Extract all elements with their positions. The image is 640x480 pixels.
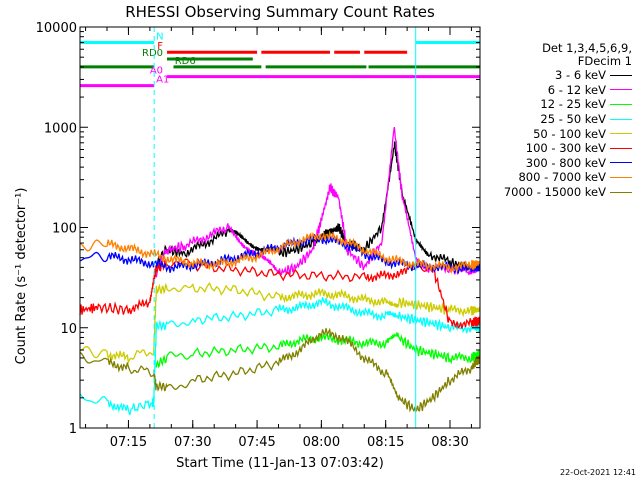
legend: Det 1,3,4,5,6,9, FDecim 1 3 - 6 keV 6 - 1… bbox=[472, 42, 632, 199]
legend-item-label: 300 - 800 keV bbox=[525, 155, 606, 170]
event-lines bbox=[153, 27, 481, 428]
x-tick-label: 07:15 bbox=[110, 435, 147, 450]
attitude-bar-label: RD6 bbox=[175, 56, 196, 67]
y-tick-label: 1000 bbox=[44, 121, 77, 136]
legend-item: 300 - 800 keV bbox=[472, 156, 632, 171]
series-line bbox=[79, 230, 481, 275]
legend-item: 800 - 7000 keV bbox=[472, 170, 632, 185]
legend-swatch bbox=[610, 89, 632, 91]
legend-swatch bbox=[610, 103, 632, 105]
legend-swatch bbox=[610, 118, 632, 120]
legend-item: 6 - 12 keV bbox=[472, 83, 632, 98]
legend-item-label: 6 - 12 keV bbox=[547, 82, 606, 97]
legend-item: 50 - 100 keV bbox=[472, 126, 632, 141]
legend-item: 25 - 50 keV bbox=[472, 112, 632, 127]
legend-item-label: 100 - 300 keV bbox=[525, 141, 606, 156]
legend-item-label: 800 - 7000 keV bbox=[518, 170, 606, 185]
attitude-bar-label: F bbox=[157, 41, 163, 52]
legend-item: 100 - 300 keV bbox=[472, 141, 632, 156]
chart-title: RHESSI Observing Summary Count Rates bbox=[125, 3, 435, 21]
legend-item: 3 - 6 keV bbox=[472, 68, 632, 83]
x-tick-label: 07:30 bbox=[174, 435, 211, 450]
y-tick-label: 10 bbox=[60, 322, 77, 337]
legend-swatch bbox=[610, 74, 632, 76]
y-tick-label: 100 bbox=[52, 222, 77, 237]
attitude-bar-label: N bbox=[156, 32, 163, 43]
legend-item-label: 25 - 50 keV bbox=[540, 112, 606, 127]
y-axis-label: Count Rate (s⁻¹ detector⁻¹) bbox=[14, 188, 29, 365]
legend-item-label: 7000 - 15000 keV bbox=[503, 185, 606, 200]
x-tick-label: 08:15 bbox=[367, 435, 404, 450]
x-tick-label: 08:00 bbox=[303, 435, 340, 450]
attitude-bar-label: A0 bbox=[150, 66, 163, 77]
y-tick-label: 1 bbox=[69, 422, 77, 437]
series-lines bbox=[79, 127, 481, 416]
series-line bbox=[79, 327, 481, 414]
axis-ticks: 1 10 100 1000 10000 07:15 07:30 07:45 08:00 08:15… bbox=[36, 21, 480, 450]
legend-swatch bbox=[610, 133, 632, 135]
x-tick-label: 08:30 bbox=[431, 435, 468, 450]
legend-rows: 3 - 6 keV 6 - 12 keV 12 - 25 keV 25 - 50 ke… bbox=[472, 68, 632, 199]
series-line bbox=[155, 331, 481, 369]
legend-item-label: 12 - 25 keV bbox=[540, 97, 606, 112]
legend-item-label: 3 - 6 keV bbox=[555, 68, 606, 83]
legend-swatch bbox=[610, 162, 632, 164]
legend-header-2: FDecim 1 bbox=[577, 54, 632, 68]
x-axis-label: Start Time (11-Jan-13 07:03:42) bbox=[176, 456, 384, 471]
legend-swatch bbox=[610, 147, 632, 149]
series-line bbox=[79, 297, 481, 416]
y-tick-label: 10000 bbox=[36, 21, 77, 36]
legend-swatch bbox=[610, 191, 632, 193]
series-line bbox=[155, 141, 481, 273]
legend-swatch bbox=[610, 176, 632, 178]
legend-header-1: Det 1,3,4,5,6,9, bbox=[542, 41, 632, 55]
legend-item: 7000 - 15000 keV bbox=[472, 185, 632, 200]
footer-timestamp: 22-Oct-2021 12:41 bbox=[560, 468, 636, 477]
series-line bbox=[79, 257, 481, 329]
series-line bbox=[79, 233, 481, 274]
attitude-bar-label: RD0 bbox=[142, 48, 163, 59]
legend-item-label: 50 - 100 keV bbox=[533, 126, 606, 141]
attitude-bar-label: A1 bbox=[156, 75, 169, 86]
x-tick-label: 07:45 bbox=[238, 435, 275, 450]
series-line bbox=[155, 127, 481, 278]
legend-item: 12 - 25 keV bbox=[472, 97, 632, 112]
